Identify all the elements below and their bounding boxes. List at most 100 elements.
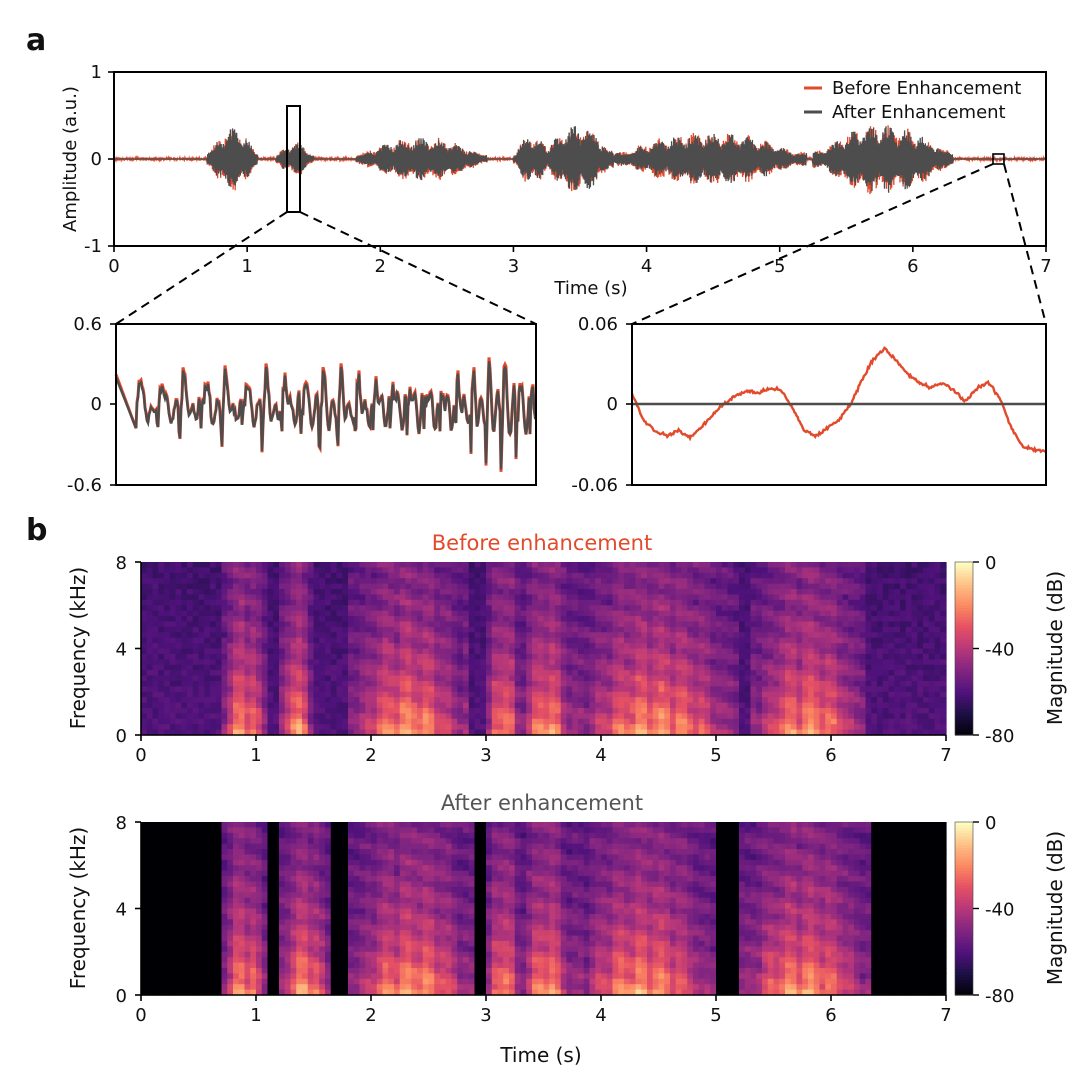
spectrogram-cell — [900, 691, 907, 698]
spectrogram-cell — [445, 659, 453, 666]
spectrogram-cell — [221, 724, 228, 731]
spectrogram-cell — [187, 589, 194, 596]
spectrogram-cell — [537, 626, 545, 633]
spectrogram-cell — [796, 626, 803, 633]
spectrogram-cell — [313, 686, 320, 693]
spectrogram-cell — [342, 594, 349, 601]
spectrogram-cell — [474, 599, 481, 606]
spectrogram-cell — [451, 594, 458, 601]
spectrogram-cell — [336, 686, 343, 693]
spectrogram-cell — [601, 697, 608, 704]
spectrogram-cell — [549, 567, 556, 574]
spectrogram-cell — [641, 621, 648, 628]
spectrogram-cell — [629, 594, 637, 601]
spectrogram-cell — [848, 664, 855, 671]
spectrogram-cell — [704, 702, 711, 709]
spectrogram-cell — [675, 724, 683, 731]
spectrogram-cell — [612, 697, 619, 704]
spectrogram-cell — [629, 589, 637, 596]
spectrogram-cell — [934, 567, 941, 574]
colorbar-cell — [955, 611, 973, 615]
spectrogram-cell — [859, 675, 867, 682]
spectrogram-cell — [468, 626, 476, 633]
spectrogram-cell — [175, 702, 182, 709]
spectrogram-cell — [336, 616, 343, 623]
spectrogram-cell — [762, 670, 769, 677]
spectrogram-cell — [405, 605, 412, 612]
spectrogram-cell — [911, 599, 918, 606]
spectrogram-cell — [537, 621, 545, 628]
spectrogram-cell — [779, 670, 786, 677]
spectrogram-cell — [463, 702, 470, 709]
spectrogram-cell — [192, 589, 200, 596]
spectrogram-cell — [704, 659, 711, 666]
spectrogram-cell — [146, 707, 154, 714]
spectrogram-cell — [146, 724, 154, 731]
spectrogram-cell — [721, 599, 729, 606]
spectrogram-cell — [716, 713, 723, 720]
spectrogram-cell — [215, 578, 223, 585]
spectrogram-cell — [865, 567, 872, 574]
spectrogram-cell — [848, 594, 855, 601]
spectrogram-cell — [158, 562, 165, 569]
spectrogram-cell — [802, 583, 809, 590]
spectrogram-cell — [152, 675, 159, 682]
spectrogram-cell — [704, 605, 711, 612]
spectrogram-cell — [158, 935, 165, 942]
spectrogram-cell — [629, 643, 637, 650]
spectrogram-cell — [146, 854, 154, 861]
spectrogram-cell — [509, 718, 516, 725]
spectrogram-cell — [169, 962, 177, 969]
spectrogram-cell — [911, 632, 918, 639]
spectrogram-cell — [785, 697, 792, 704]
spectrogram-cell — [796, 691, 803, 698]
spectrogram-cell — [169, 643, 177, 650]
spectrogram-cell — [526, 643, 533, 650]
spectrogram-cell — [365, 670, 372, 677]
spectrogram-cell — [256, 626, 263, 633]
spectrogram-cell — [330, 637, 338, 644]
spectrogram-cell — [348, 659, 355, 666]
spectrogram-cell — [503, 670, 510, 677]
spectrogram-cell — [744, 562, 752, 569]
spectrogram-cell — [905, 702, 913, 709]
spectrogram-cell — [445, 686, 453, 693]
spectrogram-cell — [802, 691, 809, 698]
spectrogram-cell — [675, 691, 683, 698]
spectrogram-cell — [296, 610, 303, 617]
spectrogram-cell — [750, 616, 757, 623]
colorbar-cell — [955, 688, 973, 693]
spectrogram-cell — [399, 572, 407, 579]
spectrogram-cell — [537, 664, 545, 671]
spectrogram-cell — [750, 626, 757, 633]
spectrogram-cell — [601, 707, 608, 714]
spectrogram-cell — [560, 659, 568, 666]
spectrogram-cell — [164, 908, 171, 915]
colorbar-cell — [955, 674, 973, 678]
spectrogram-cell — [330, 610, 338, 617]
spectrogram-cell — [813, 691, 821, 698]
spectrogram-cell — [250, 610, 257, 617]
spectrogram-cell — [451, 664, 458, 671]
spectrogram-cell — [808, 670, 815, 677]
spectrogram-cell — [681, 675, 688, 682]
spectrogram-cell — [589, 637, 596, 644]
spectrogram-cell — [514, 664, 522, 671]
spectrogram-cell — [509, 626, 516, 633]
spectrogram-cell — [394, 610, 401, 617]
spectrogram-cell — [566, 653, 573, 660]
spectrogram-cell — [934, 583, 941, 590]
spectrogram-cell — [169, 718, 177, 725]
spectrogram-cell — [744, 643, 752, 650]
spectrogram-cell — [773, 653, 780, 660]
spectrogram-cell — [670, 670, 677, 677]
spectrogram-cell — [842, 572, 849, 579]
spectrogram-cell — [284, 605, 292, 612]
spectrogram-cell — [428, 680, 435, 687]
spectrogram-cell — [583, 670, 591, 677]
spectrogram-cell — [819, 594, 826, 601]
spectrogram-cell — [319, 729, 326, 736]
spectrogram-y-tick-label: 4 — [116, 640, 127, 661]
spectrogram-cell — [313, 589, 320, 596]
spectrogram-cell — [480, 659, 487, 666]
